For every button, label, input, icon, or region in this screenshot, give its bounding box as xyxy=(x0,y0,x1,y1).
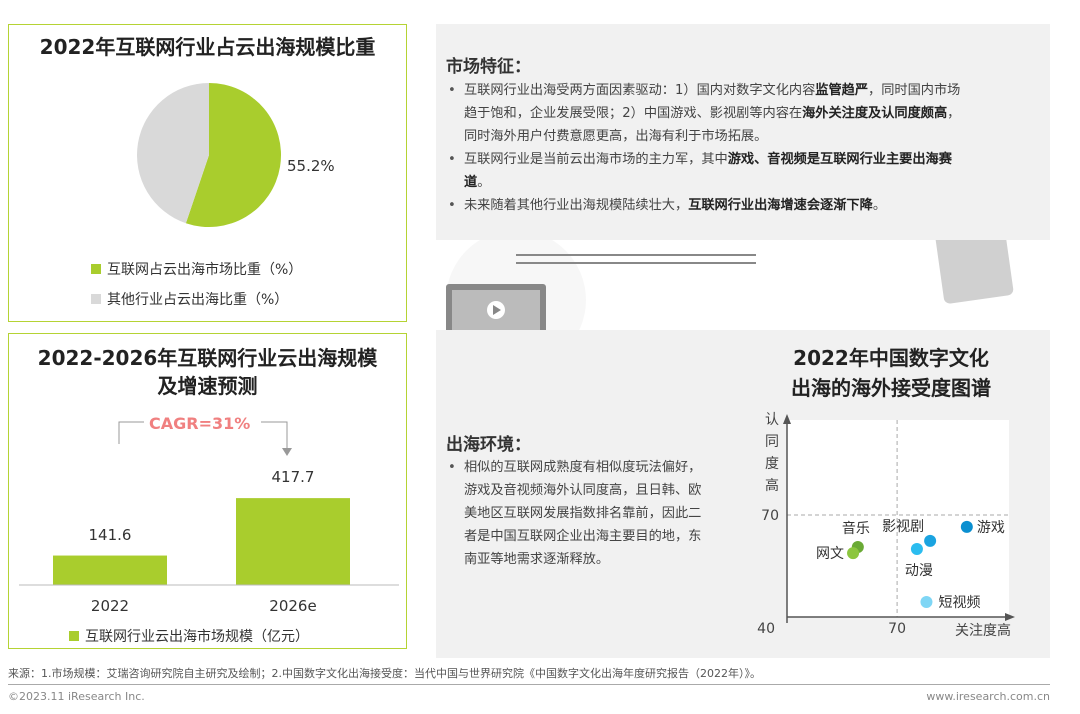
scatter-point-动漫 xyxy=(910,543,923,555)
pie-legend-other: 其他行业占云出海比重（%） xyxy=(91,289,288,309)
market-panel: 市场特征： 互联网行业出海受两方面因素驱动：1）国内对数字文化内容监管趋严，同时… xyxy=(436,24,1050,240)
point-label: 影视剧 xyxy=(882,519,924,535)
scatter-point-游戏 xyxy=(960,520,973,533)
bar-2026e xyxy=(236,498,350,585)
pie-label: 55.2% xyxy=(287,157,335,175)
bullet-text: 未来随着其他行业出海规模陆续壮大， xyxy=(464,198,689,213)
bar-value-2022: 141.6 xyxy=(88,525,132,544)
cagr-bracket-right xyxy=(261,421,288,452)
bar-chart xyxy=(19,421,399,586)
cagr-bracket-left xyxy=(118,421,144,444)
bullet-text: ，同时海外用户付费意愿更高，出海有利于市场拓展。 xyxy=(464,106,961,144)
y-axis-label: 高 xyxy=(765,477,779,494)
market-bullet: 互联网行业是当前云出海市场的主力军，其中游戏、音视频是互联网行业主要出海赛道。 xyxy=(442,148,972,194)
environment-heading: 出海环境： xyxy=(446,435,531,455)
environment-bullet: 相似的互联网成熟度有相似度玩法偏好，游戏及音视频海外认同度高，且日韩、欧美地区互… xyxy=(442,456,712,571)
plot-area xyxy=(787,420,1009,617)
scatter-title-1: 2022年中国数字文化 xyxy=(793,346,989,370)
scatter-point-网文 xyxy=(847,547,860,560)
footer-divider xyxy=(8,684,1050,685)
pie-slice-other xyxy=(137,83,209,224)
bar-category-2022: 2022 xyxy=(90,597,130,615)
emphasis-text: 海外关注度及认同度颇高 xyxy=(802,106,948,121)
bar-panel: 2022-2026年互联网行业云出海规模 及增速预测 CAGR=31% 141.… xyxy=(8,333,407,649)
legend-text: 互联网行业云出海市场规模（亿元） xyxy=(85,629,309,645)
environment-bullets: 相似的互联网成熟度有相似度玩法偏好，游戏及音视频海外认同度高，且日韩、欧美地区互… xyxy=(442,456,712,571)
x-tick-label: 40 xyxy=(757,621,775,637)
y-axis-label: 同 xyxy=(765,434,779,450)
point-label: 动漫 xyxy=(905,563,933,579)
bullet-text: 。 xyxy=(477,175,491,190)
bar-title-1: 2022-2026年互联网行业云出海规模 xyxy=(37,346,378,370)
decor-line xyxy=(516,254,756,256)
x-axis-arrow xyxy=(1005,613,1015,621)
scatter-point-短视频 xyxy=(920,596,933,609)
pie-chart xyxy=(137,83,282,227)
bar-title-2: 及增速预测 xyxy=(157,374,258,398)
emphasis-text: 游戏、音视频是互联网行业主要出海赛道 xyxy=(464,152,952,190)
x-tick-label: 70 xyxy=(888,621,906,637)
legend-text: 互联网占云出海市场比重（%） xyxy=(107,262,303,278)
x-axis-label: 关注度高 xyxy=(955,622,1011,639)
cagr-arrow xyxy=(282,448,292,456)
point-label: 音乐 xyxy=(842,520,870,537)
y-axis-arrow xyxy=(783,414,791,424)
bullet-text: 互联网行业是当前云出海市场的主力军，其中 xyxy=(464,152,728,167)
emphasis-text: 互联网行业出海增速会逐渐下降 xyxy=(688,198,873,213)
bullet-text: 互联网行业出海受两方面因素驱动：1）国内对数字文化内容 xyxy=(464,83,816,98)
cagr-label: CAGR=31% xyxy=(149,414,251,433)
pie-title: 2022年互联网行业占云出海规模比重 xyxy=(39,35,376,59)
scatter-title-2: 出海的海外接受度图谱 xyxy=(791,376,991,400)
scatter-point-影视剧 xyxy=(924,534,937,547)
bar-2022 xyxy=(53,555,167,585)
copyright: ©2023.11 iResearch Inc. xyxy=(8,690,145,703)
phone-icon xyxy=(927,240,1014,304)
market-bullets: 互联网行业出海受两方面因素驱动：1）国内对数字文化内容监管趋严，同时国内市场趋于… xyxy=(442,79,972,217)
point-label: 游戏 xyxy=(977,520,1005,536)
pie-legend-internet: 互联网占云出海市场比重（%） xyxy=(91,259,302,279)
y-tick-label: 70 xyxy=(761,508,779,524)
point-label: 短视频 xyxy=(938,595,980,611)
y-axis-label: 度 xyxy=(765,456,779,472)
y-axis-label: 认 xyxy=(765,412,779,428)
market-bullet: 互联网行业出海受两方面因素驱动：1）国内对数字文化内容监管趋严，同时国内市场趋于… xyxy=(442,79,972,148)
bullet-text: 。 xyxy=(872,198,886,213)
point-label: 网文 xyxy=(816,546,844,562)
market-bullet: 未来随着其他行业出海规模陆续壮大，互联网行业出海增速会逐渐下降。 xyxy=(442,194,972,217)
market-heading: 市场特征： xyxy=(446,57,531,77)
environment-panel: 出海环境： 相似的互联网成熟度有相似度玩法偏好，游戏及音视频海外认同度高，且日韩… xyxy=(436,330,1050,658)
bar-legend: 互联网行业云出海市场规模（亿元） xyxy=(69,626,309,646)
play-triangle xyxy=(493,305,501,315)
bar-category-2026e: 2026e xyxy=(269,597,317,615)
pie-panel: 2022年互联网行业占云出海规模比重 55.2% 互联网占云出海市场比重（%） … xyxy=(8,24,407,322)
bullet-text: ，同时国内市场趋于饱和，企业发展受限；2）中国游戏、影视剧等内容在 xyxy=(464,83,961,121)
decor-line xyxy=(516,262,756,264)
pie-slice-internet xyxy=(185,83,282,227)
site-url: www.iresearch.com.cn xyxy=(926,690,1050,703)
bar-value-2026e: 417.7 xyxy=(271,468,315,487)
emphasis-text: 监管趋严 xyxy=(815,83,869,98)
legend-text: 其他行业占云出海比重（%） xyxy=(107,292,289,308)
source-note: 来源：1.市场规模：艾瑞咨询研究院自主研究及绘制；2.中国数字文化出海接受度：当… xyxy=(8,667,761,680)
